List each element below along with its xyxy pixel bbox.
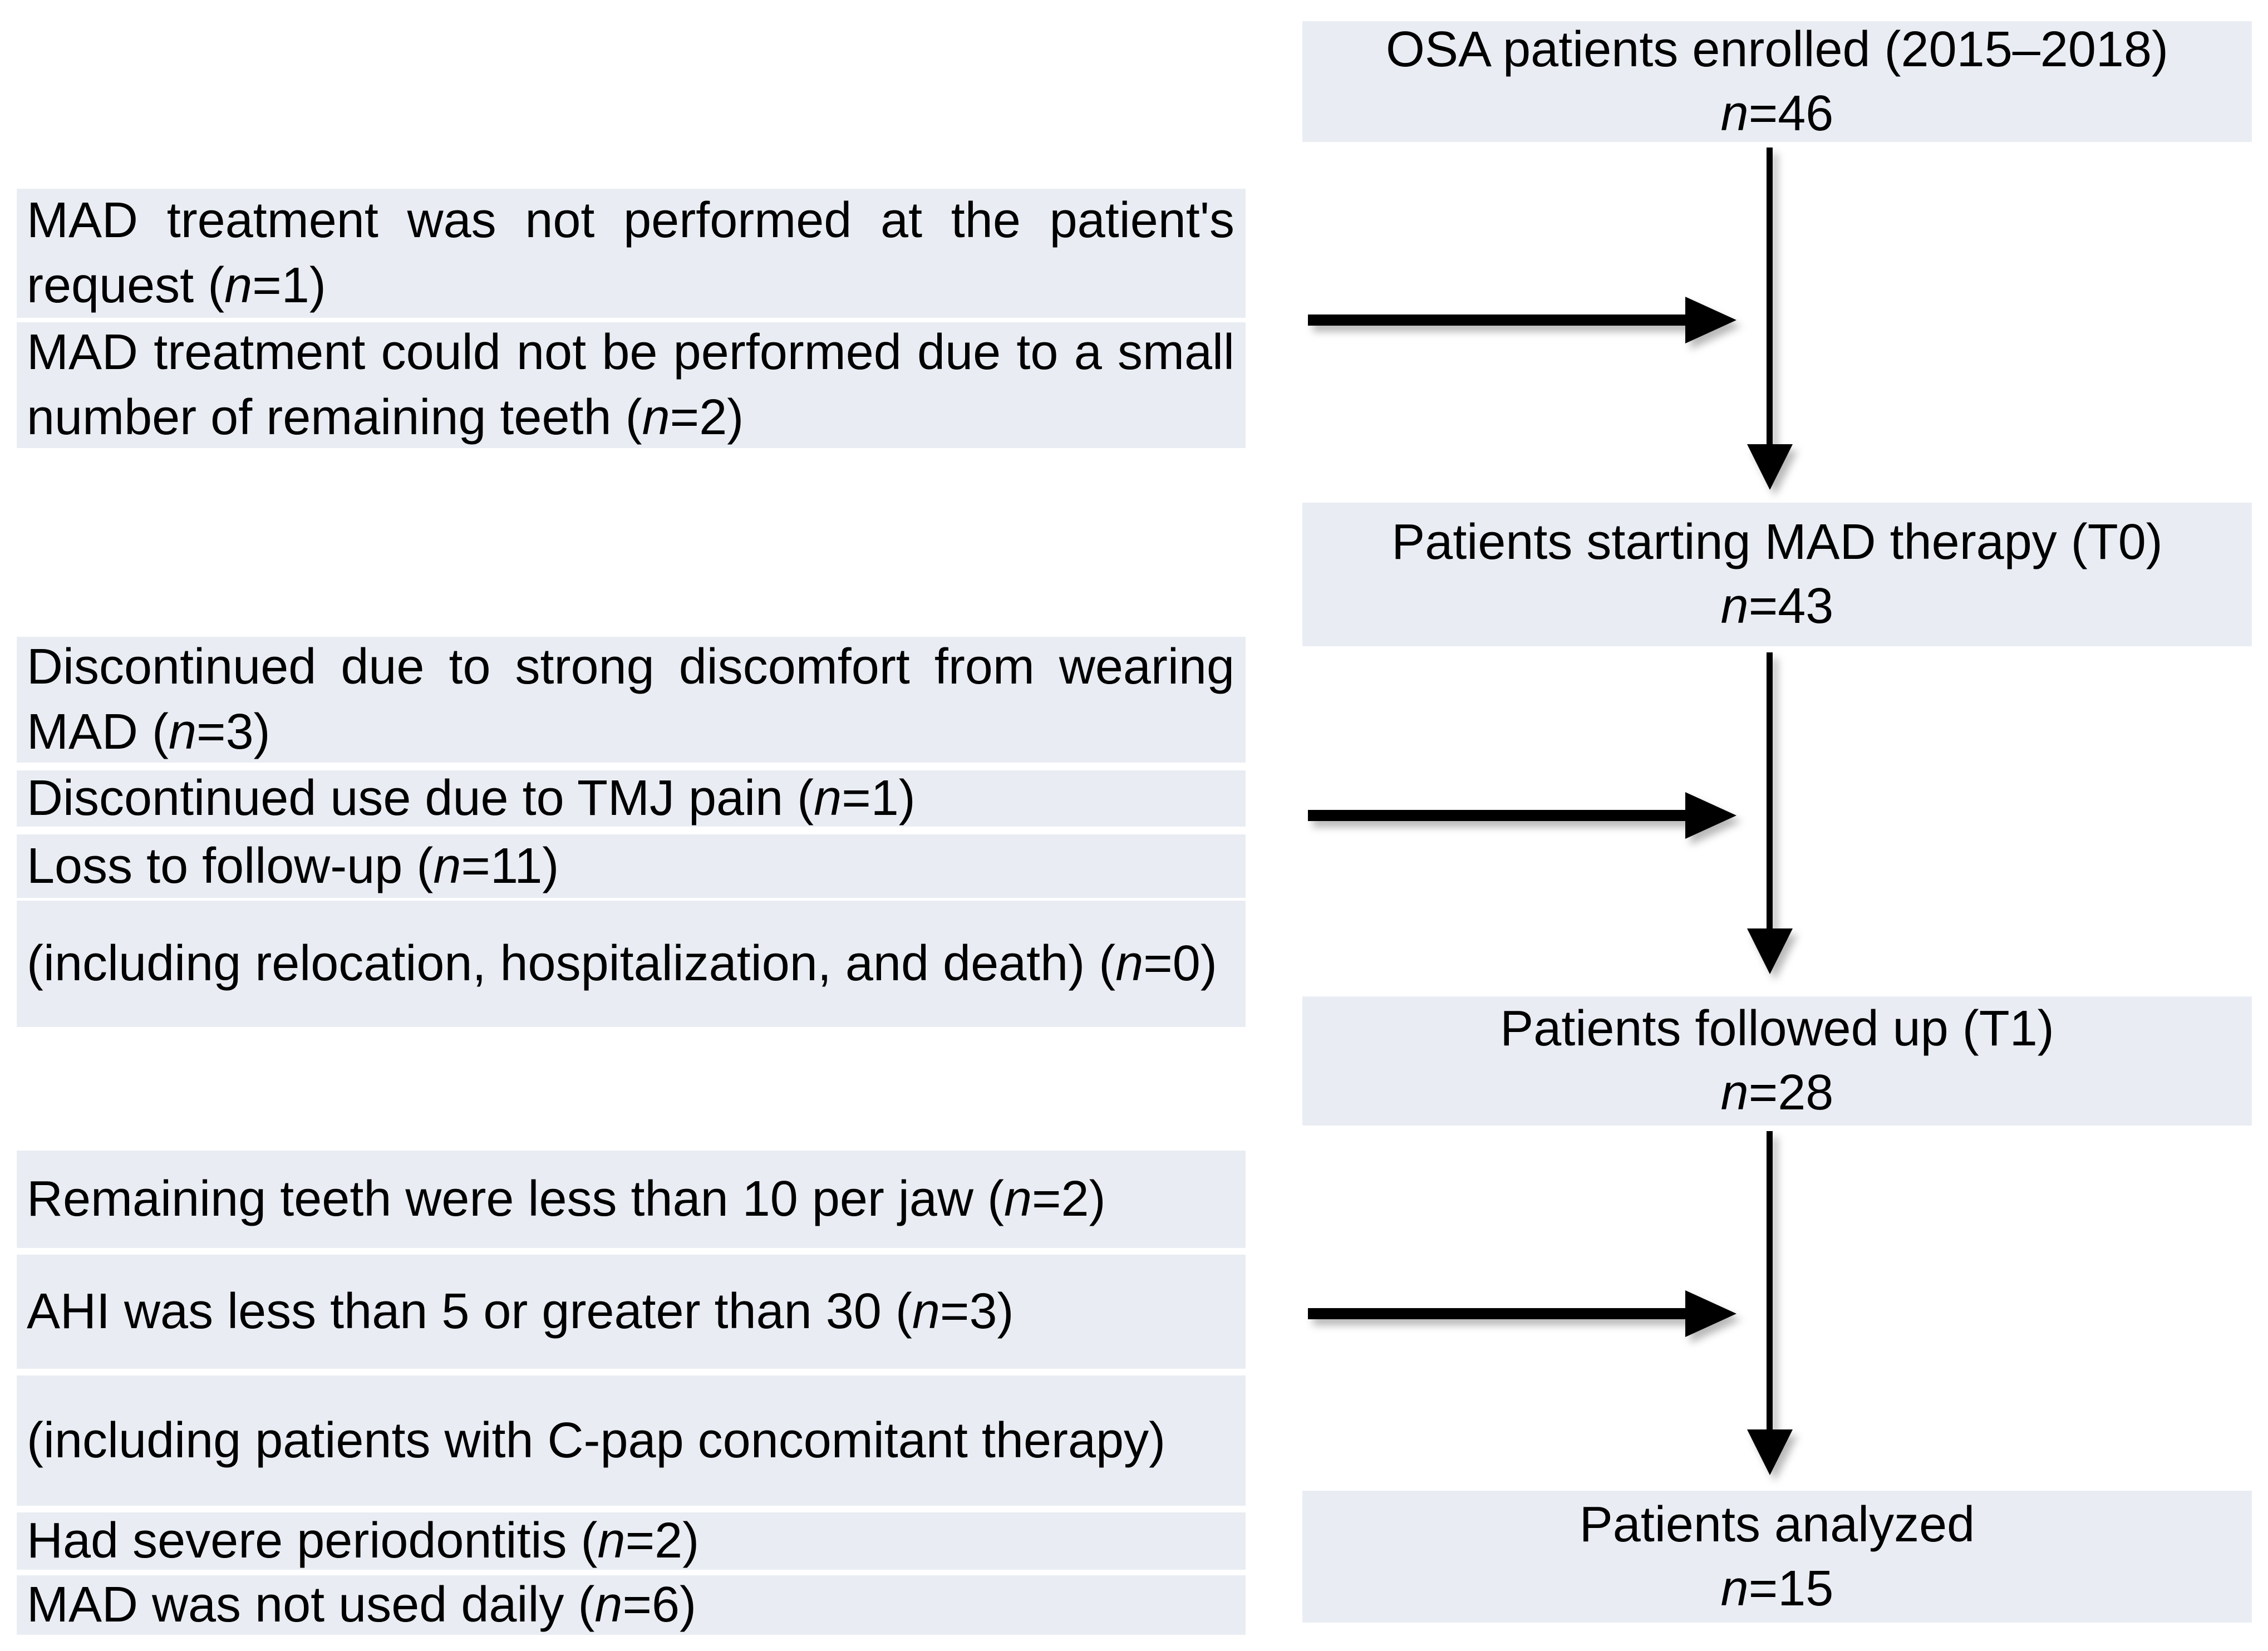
box-n-count: n=43: [1720, 578, 1834, 634]
exclusion-text: (including relocation, hospitalization, …: [27, 936, 1217, 991]
exclusion-text: (including patients with C-pap concomita…: [27, 1412, 1166, 1468]
arrow-line: [1308, 810, 1686, 821]
exclusion-row-few-teeth: MAD treatment could not be performed due…: [17, 322, 1246, 448]
arrow-line: [1767, 1131, 1773, 1432]
arrow-head-icon: [1685, 297, 1736, 343]
arrow-line: [1308, 1308, 1686, 1319]
exclusion-row-remaining-teeth: Remaining teeth were less than 10 per ja…: [17, 1151, 1246, 1248]
exclusion-row-relocation-death: (including relocation, hospitalization, …: [17, 901, 1246, 1027]
exclusion-row-cpap-therapy: (including patients with C-pap concomita…: [17, 1375, 1246, 1506]
flow-box-enrolled: OSA patients enrolled (2015–2018) n=46: [1302, 21, 2252, 142]
exclusion-text: Had severe periodontitis (n=2): [27, 1513, 700, 1569]
arrow-head-icon: [1747, 444, 1793, 490]
exclusion-row-discomfort: Discontinued due to strong discomfort fr…: [17, 637, 1246, 763]
flow-box-followed-up: Patients followed up (T1) n=28: [1302, 996, 2252, 1126]
exclusion-text: MAD treatment could not be performed due…: [27, 325, 1234, 445]
arrow-head-icon: [1685, 792, 1736, 839]
exclusion-text: Loss to follow-up (n=11): [27, 838, 559, 894]
box-n-count: n=15: [1720, 1560, 1834, 1616]
exclusion-text: Discontinued due to strong discomfort fr…: [27, 639, 1234, 760]
arrow-line: [1767, 148, 1773, 447]
exclusion-row-no-mad-request: MAD treatment was not performed at the p…: [17, 189, 1246, 318]
arrow-head-icon: [1747, 928, 1793, 974]
exclusion-row-ahi-range: AHI was less than 5 or greater than 30 (…: [17, 1255, 1246, 1369]
box-title: Patients followed up (T1): [1500, 1001, 2054, 1057]
exclusion-text: Remaining teeth were less than 10 per ja…: [27, 1171, 1106, 1227]
exclusion-text: Discontinued use due to TMJ pain (n=1): [27, 770, 916, 826]
arrow-line: [1767, 652, 1773, 931]
exclusion-row-not-daily-use: MAD was not used daily (n=6): [17, 1575, 1246, 1635]
box-title: Patients starting MAD therapy (T0): [1391, 514, 2163, 571]
exclusion-row-periodontitis: Had severe periodontitis (n=2): [17, 1512, 1246, 1570]
box-n-count: n=46: [1720, 85, 1834, 141]
exclusion-text: AHI was less than 5 or greater than 30 (…: [27, 1284, 1014, 1339]
exclusion-row-loss-follow-up: Loss to follow-up (n=11): [17, 834, 1246, 898]
exclusion-text: MAD treatment was not performed at the p…: [27, 193, 1234, 313]
flow-box-mad-start: Patients starting MAD therapy (T0) n=43: [1302, 503, 2252, 646]
exclusion-text: MAD was not used daily (n=6): [27, 1577, 697, 1633]
box-title: Patients analyzed: [1579, 1496, 1975, 1552]
arrow-head-icon: [1747, 1429, 1793, 1475]
flow-box-analyzed: Patients analyzed n=15: [1302, 1491, 2252, 1623]
arrow-line: [1308, 315, 1686, 326]
box-n-count: n=28: [1720, 1065, 1834, 1121]
arrow-head-icon: [1685, 1290, 1736, 1337]
exclusion-row-tmj-pain: Discontinued use due to TMJ pain (n=1): [17, 770, 1246, 827]
box-title: OSA patients enrolled (2015–2018): [1386, 21, 2168, 77]
